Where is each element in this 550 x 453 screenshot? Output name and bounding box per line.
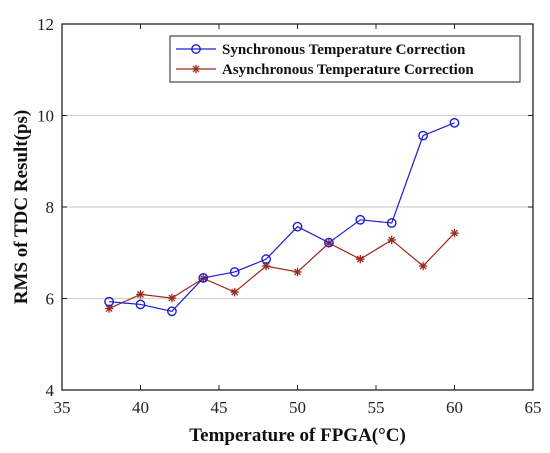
asterisk-stroke — [388, 236, 396, 244]
x-tick-label: 50 — [289, 398, 306, 417]
asterisk-stroke — [356, 255, 364, 263]
asterisk-stroke — [419, 262, 427, 270]
data-point — [230, 287, 239, 297]
y-tick-label: 6 — [46, 290, 55, 309]
legend-label: Synchronous Temperature Correction — [222, 42, 466, 58]
data-point — [450, 228, 459, 238]
data-point — [136, 290, 145, 299]
data-point — [355, 214, 366, 225]
asterisk-stroke — [231, 288, 239, 296]
asterisk-stroke — [192, 65, 200, 73]
x-tick-label: 60 — [446, 398, 463, 417]
data-series — [104, 117, 460, 317]
axis-ticks: 35 40 45 50 55 60 65 4 6 8 10 12 — [37, 15, 542, 417]
asterisk-stroke — [262, 262, 270, 270]
asterisk-stroke — [137, 290, 144, 298]
data-point — [293, 267, 302, 277]
asterisk-stroke — [105, 305, 113, 313]
legend-box — [169, 35, 521, 83]
y-tick-label: 10 — [37, 107, 54, 126]
y-axis-label: RMS of TDC Result(ps) — [11, 110, 32, 304]
data-point — [167, 293, 177, 303]
data-point — [229, 267, 240, 277]
x-tick-label: 45 — [211, 398, 228, 417]
data-point — [418, 261, 428, 271]
data-point — [104, 296, 115, 307]
data-point — [166, 306, 177, 317]
asterisk-stroke — [294, 268, 301, 276]
x-tick-label: 40 — [132, 398, 149, 417]
series-2 — [104, 228, 459, 313]
x-axis-label: Temperature of FPGA(°C) — [189, 425, 406, 446]
data-point — [198, 273, 209, 283]
y-tick-label: 8 — [46, 198, 55, 217]
data-point — [418, 130, 428, 141]
y-tick-label: 12 — [37, 15, 54, 34]
data-point — [356, 254, 365, 264]
asterisk-stroke — [168, 294, 176, 302]
series-line — [109, 122, 455, 312]
data-point — [292, 221, 303, 232]
x-tick-label: 55 — [368, 398, 385, 417]
series-line — [108, 232, 455, 310]
data-point — [387, 235, 396, 245]
data-point — [449, 117, 460, 128]
legend-marker — [191, 44, 201, 54]
x-tick-label: 35 — [54, 398, 71, 417]
data-point — [323, 237, 334, 248]
data-point — [135, 299, 146, 310]
series-1 — [104, 117, 460, 317]
y-tick-label: 4 — [46, 381, 55, 400]
x-tick-label: 65 — [525, 398, 542, 417]
asterisk-stroke — [451, 229, 458, 237]
data-point — [261, 254, 271, 265]
legend-label: Asynchronous Temperature Correction — [222, 62, 474, 78]
legend-marker — [191, 64, 201, 74]
data-point — [386, 218, 397, 228]
legend: Synchronous Temperature Correction Asynch… — [169, 35, 521, 83]
data-point — [104, 304, 114, 313]
